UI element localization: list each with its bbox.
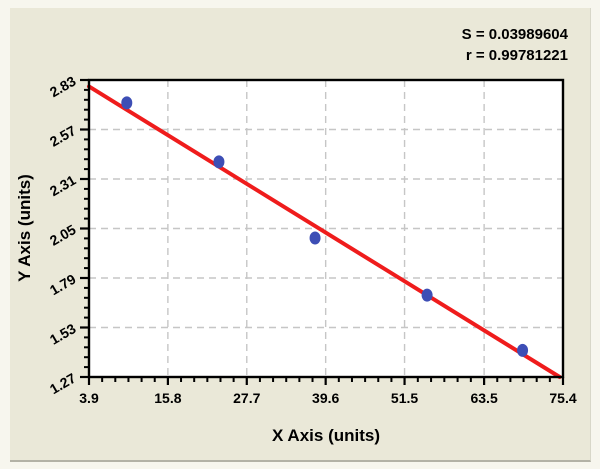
data-point xyxy=(213,155,225,169)
y-tick-label: 2.83 xyxy=(47,73,79,101)
x-tick-label: 63.5 xyxy=(470,390,497,406)
x-axis-title: X Axis (units) xyxy=(272,426,380,445)
stat-s-value: S = 0.03989604 xyxy=(461,26,568,43)
y-tick-label: 1.53 xyxy=(47,320,79,348)
stat-r-value: r = 0.99781221 xyxy=(465,47,568,64)
x-tick-label: 15.8 xyxy=(154,390,181,406)
y-tick-label: 2.05 xyxy=(47,221,79,249)
data-point xyxy=(309,231,321,245)
data-point xyxy=(421,288,433,302)
x-tick-label: 75.4 xyxy=(549,390,576,406)
data-point xyxy=(121,96,133,110)
x-tick-label: 27.7 xyxy=(233,390,260,406)
x-tick-label: 3.9 xyxy=(79,390,99,406)
y-tick-label: 2.31 xyxy=(47,172,79,200)
y-tick-label: 2.57 xyxy=(47,122,79,150)
y-axis-title: Y Axis (units) xyxy=(15,174,34,282)
y-tick-label: 1.79 xyxy=(47,271,79,299)
x-tick-label: 39.6 xyxy=(312,390,339,406)
x-tick-label: 51.5 xyxy=(391,390,418,406)
y-tick-label: 1.27 xyxy=(47,370,79,398)
regression-line xyxy=(87,84,562,379)
data-point xyxy=(517,343,529,357)
stats-block: S = 0.03989604 r = 0.99781221 xyxy=(462,24,568,66)
